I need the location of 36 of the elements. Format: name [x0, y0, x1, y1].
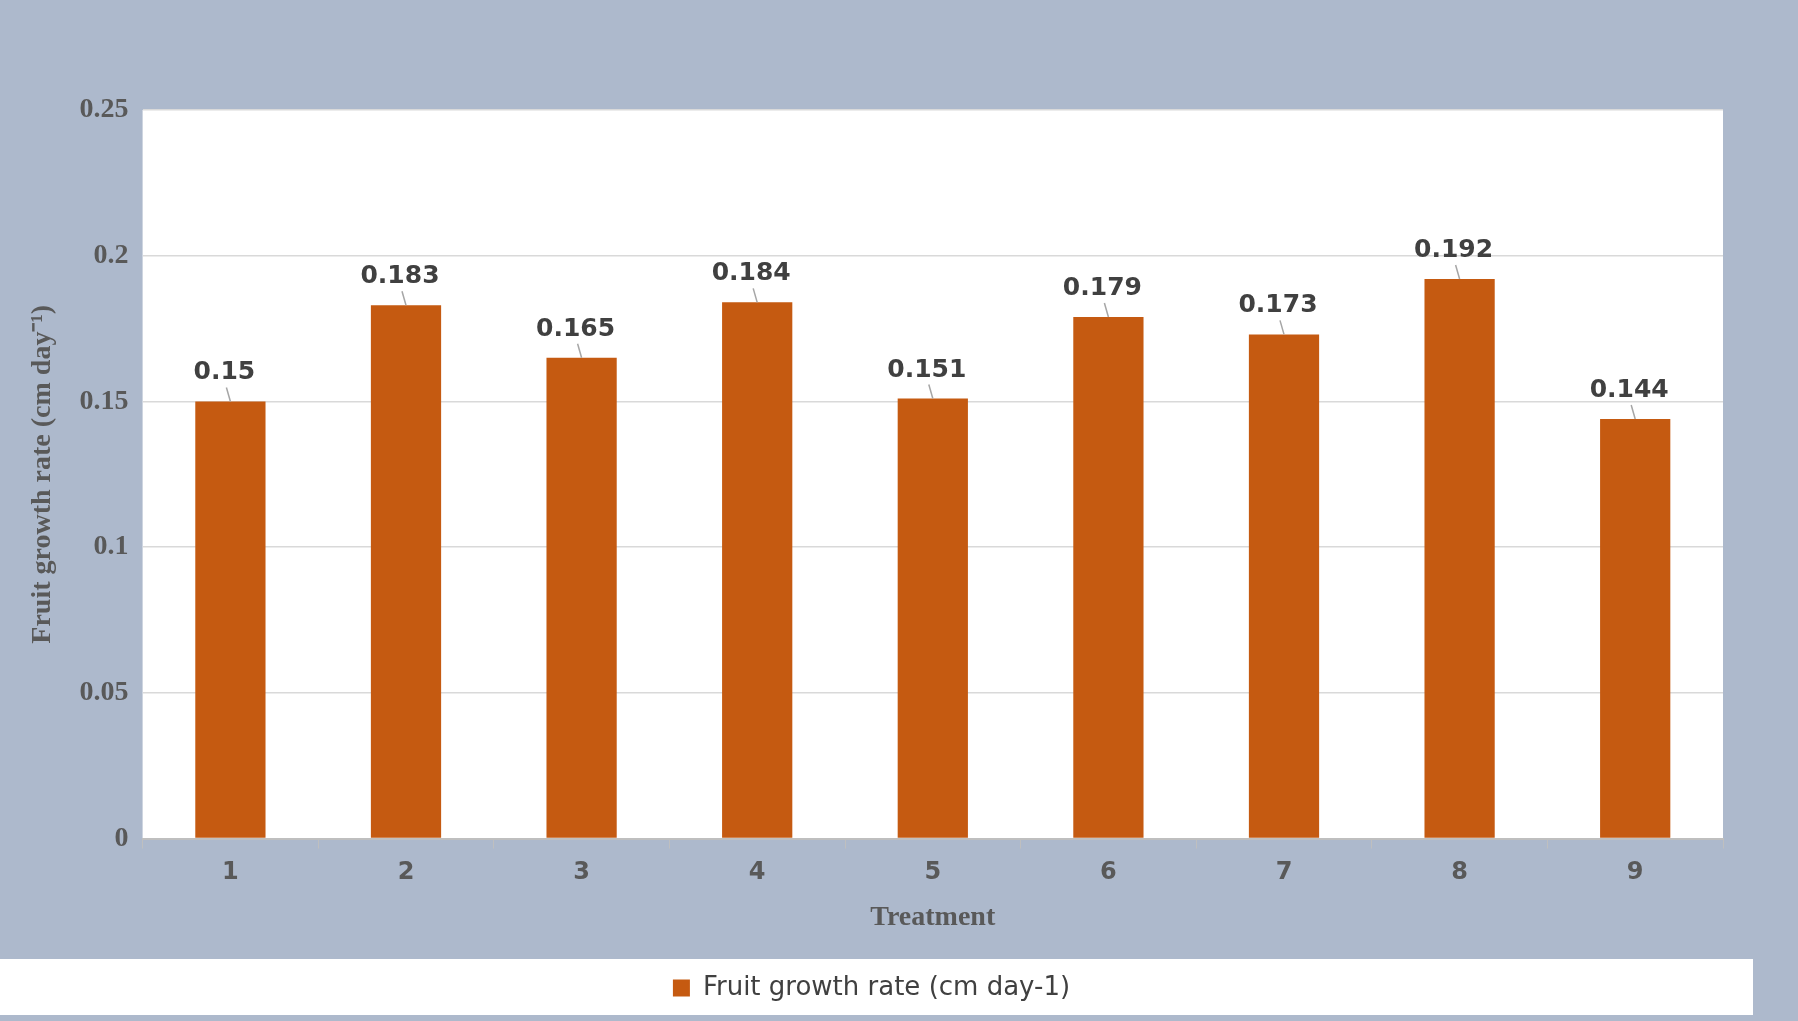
x-tick-label: 1 — [222, 857, 239, 886]
x-tick-label: 8 — [1451, 857, 1468, 886]
x-tick-label: 9 — [1626, 857, 1644, 886]
x-tick-label: 4 — [748, 857, 766, 886]
bar — [722, 302, 793, 838]
data-label: 0.15 — [193, 356, 256, 386]
y-tick-label: 0.1 — [93, 529, 129, 561]
data-label: 0.173 — [1238, 289, 1318, 319]
y-tick-label: 0.15 — [79, 383, 129, 415]
data-label: 0.151 — [887, 353, 967, 383]
data-label: 0.165 — [536, 312, 616, 342]
data-label: 0.192 — [1414, 234, 1494, 264]
bar — [1424, 279, 1495, 838]
x-tick-label: 2 — [397, 857, 415, 886]
y-tick-label: 0 — [114, 820, 129, 852]
y-tick-label: 0.2 — [93, 237, 129, 269]
legend-label: Fruit growth rate (cm day-1) — [702, 970, 1071, 1001]
x-tick-label: 6 — [1100, 857, 1117, 886]
data-label: 0.183 — [360, 260, 440, 290]
y-tick-label: 0.25 — [79, 92, 129, 124]
bar — [370, 305, 442, 838]
bar — [1248, 334, 1320, 838]
data-label: 0.144 — [1589, 373, 1669, 403]
bar — [897, 398, 968, 838]
bar — [1073, 316, 1144, 838]
data-label: 0.179 — [1062, 271, 1142, 301]
bar — [195, 401, 266, 838]
data-label: 0.184 — [711, 257, 791, 287]
x-tick-label: 5 — [924, 857, 942, 886]
bar — [546, 357, 617, 838]
x-tick-label: 3 — [573, 857, 590, 886]
y-axis-title: Fruit growth rate (cm day⁻¹) — [25, 304, 57, 644]
y-tick-label: 0.05 — [79, 675, 129, 707]
bar — [1600, 418, 1671, 838]
x-tick-label: 7 — [1275, 857, 1293, 886]
x-axis-title: Treatment — [870, 900, 996, 932]
